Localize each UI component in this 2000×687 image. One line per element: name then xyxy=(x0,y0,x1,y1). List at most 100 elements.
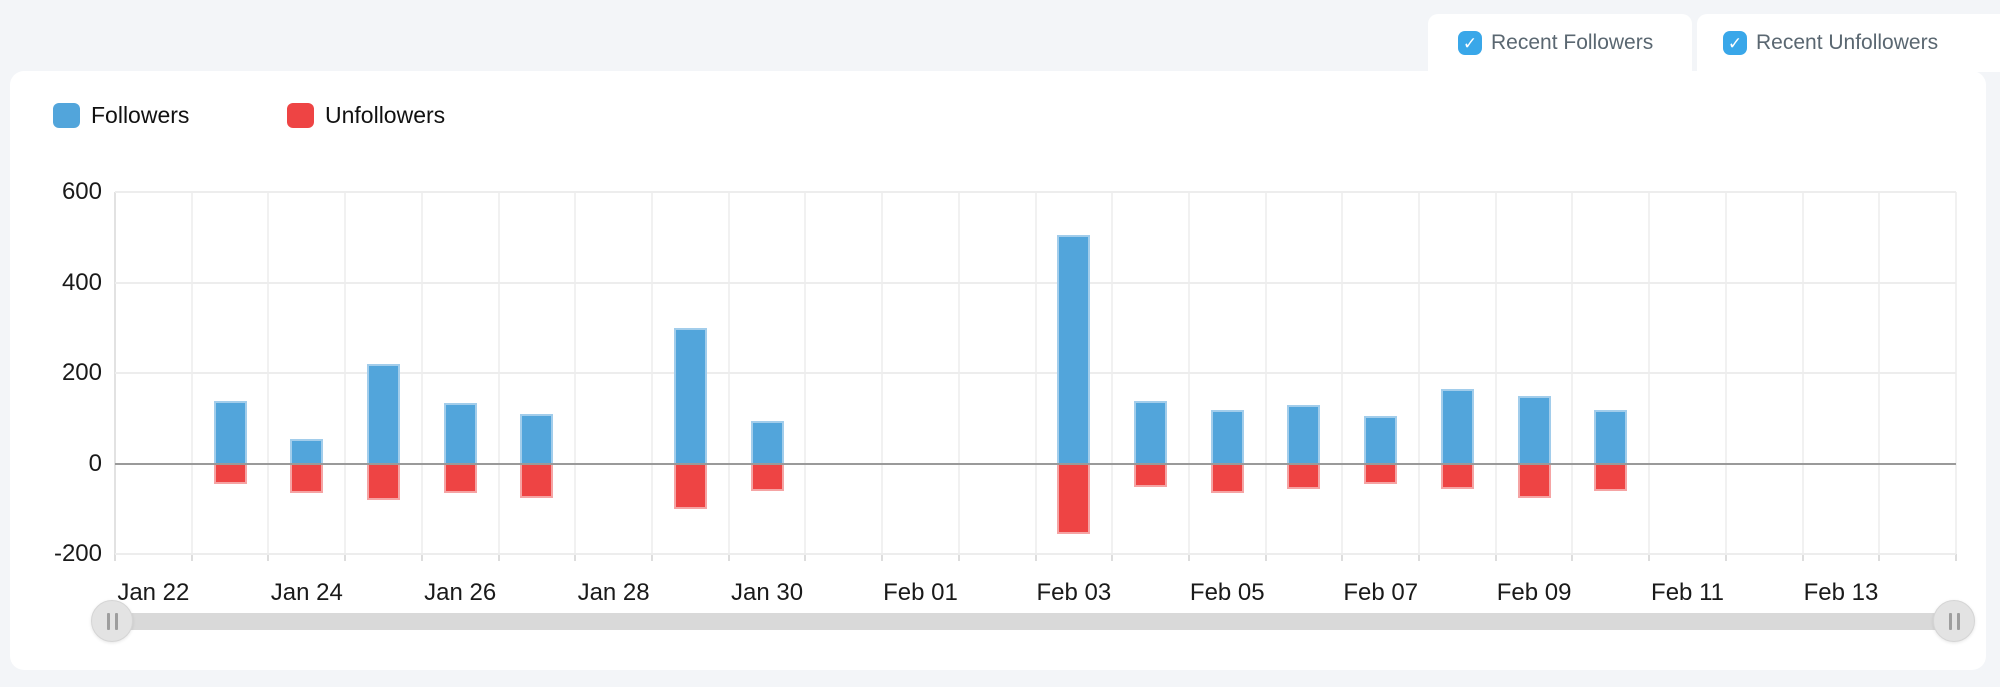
unfollowers-bar[interactable] xyxy=(1364,463,1398,484)
slider-handle-right[interactable] xyxy=(1933,600,1975,642)
y-axis-tick-label: 600 xyxy=(61,178,102,205)
unfollowers-bar[interactable] xyxy=(366,463,400,500)
x-axis-tickmark xyxy=(957,554,960,561)
x-axis-tick-label: Feb 03 xyxy=(1036,579,1112,606)
x-axis-tickmark xyxy=(1955,554,1957,561)
unfollowers-bar[interactable] xyxy=(443,463,477,493)
legend-item-followers: Followers xyxy=(53,102,189,129)
followers-bar[interactable] xyxy=(1440,388,1474,464)
slider-track[interactable] xyxy=(112,613,1954,630)
followers-bar[interactable] xyxy=(443,402,477,464)
unfollowers-legend-label: Unfollowers xyxy=(325,102,446,128)
x-axis-tickmark xyxy=(190,554,193,561)
x-axis-tick-label: Jan 30 xyxy=(730,579,804,606)
followers-bar[interactable] xyxy=(1517,395,1551,464)
followers-bar[interactable] xyxy=(366,363,400,464)
followers-legend-label: Followers xyxy=(91,102,190,128)
unfollowers-bar[interactable] xyxy=(290,463,324,493)
x-axis-tickmark xyxy=(1341,554,1344,561)
x-axis-tickmark xyxy=(420,554,423,561)
unfollowers-swatch-icon xyxy=(287,103,314,128)
x-axis-tickmark xyxy=(1801,554,1804,561)
recent-unfollowers-label: Recent Unfollowers xyxy=(1756,31,1939,54)
x-axis-tick-label: Feb 01 xyxy=(883,579,958,606)
x-axis-tickmark xyxy=(344,554,347,561)
checkmark-icon: ✓ xyxy=(1462,33,1478,53)
y-axis-tick-label: 0 xyxy=(88,449,102,477)
x-axis-tickmark xyxy=(804,554,807,561)
x-axis-tick-label: Feb 11 xyxy=(1651,579,1724,606)
x-axis-tickmark xyxy=(1878,554,1881,561)
followers-bar[interactable] xyxy=(750,420,784,464)
chart-card: Followers Unfollowers 600 400 200 0 -200 Jan … xyxy=(10,71,1986,670)
followers-bar[interactable] xyxy=(520,413,554,464)
unfollowers-bar[interactable] xyxy=(213,463,247,484)
grip-icon xyxy=(1956,612,1960,630)
x-axis-tickmark xyxy=(1648,554,1651,561)
x-axis-tickmark xyxy=(1418,554,1421,561)
x-axis-tick-label: Feb 07 xyxy=(1343,579,1419,606)
followers-swatch-icon xyxy=(53,103,80,128)
followers-bar[interactable] xyxy=(1364,415,1398,464)
x-axis-tickmark xyxy=(114,554,116,561)
horizontal-gridline xyxy=(115,281,1956,284)
followers-bar[interactable] xyxy=(213,400,247,464)
x-axis-tickmark xyxy=(650,554,653,561)
recent-followers-label: Recent Followers xyxy=(1491,31,1654,54)
recent-unfollowers-checkbox[interactable]: ✓ xyxy=(1723,31,1747,55)
x-axis-tickmark xyxy=(1264,554,1267,561)
checkmark-icon: ✓ xyxy=(1727,33,1743,53)
followers-bar[interactable] xyxy=(1287,404,1321,464)
x-axis-tickmark xyxy=(497,554,500,561)
x-axis-tickmark xyxy=(1034,554,1037,561)
followers-bar[interactable] xyxy=(673,327,707,464)
x-axis-tick-label: Jan 22 xyxy=(117,579,190,606)
unfollowers-bar[interactable] xyxy=(520,463,554,498)
x-axis-tickmark xyxy=(1724,554,1727,561)
followers-bar[interactable] xyxy=(290,438,324,464)
horizontal-gridline xyxy=(115,553,1956,555)
followers-bar[interactable] xyxy=(1057,234,1091,464)
x-axis-tickmark xyxy=(574,554,577,561)
unfollowers-bar[interactable] xyxy=(673,463,707,509)
unfollowers-bar[interactable] xyxy=(1517,463,1551,498)
vertical-gridline xyxy=(1955,192,1957,554)
legend-item-unfollowers: Unfollowers xyxy=(287,102,445,129)
unfollowers-bar[interactable] xyxy=(1057,463,1091,534)
grip-icon xyxy=(1948,612,1952,630)
horizontal-gridline xyxy=(115,372,1956,374)
followers-bar[interactable] xyxy=(1210,409,1244,464)
x-axis-tick-label: Feb 09 xyxy=(1496,579,1572,606)
x-axis-tickmark xyxy=(1187,554,1190,561)
x-axis-tick-label: Jan 24 xyxy=(270,579,343,606)
x-axis-tickmark xyxy=(1494,554,1497,561)
x-axis-tick-label: Jan 26 xyxy=(424,579,497,606)
recent-unfollowers-filter[interactable]: ✓ Recent Unfollowers xyxy=(1697,14,2000,72)
unfollowers-bar[interactable] xyxy=(1594,463,1628,491)
followers-bar[interactable] xyxy=(1134,400,1168,464)
x-axis-tick-label: Feb 05 xyxy=(1189,579,1265,606)
unfollowers-bar[interactable] xyxy=(1287,463,1321,489)
zero-baseline xyxy=(115,462,1956,465)
unfollowers-bar[interactable] xyxy=(750,463,784,491)
y-axis-tick-label: 200 xyxy=(61,359,102,386)
x-axis-tickmark xyxy=(267,554,270,561)
x-axis-tick-label: Feb 13 xyxy=(1803,579,1879,606)
unfollowers-bar[interactable] xyxy=(1210,463,1244,493)
x-axis-tickmark xyxy=(1571,554,1574,561)
followers-bar[interactable] xyxy=(1594,409,1628,464)
y-axis-tick-label: -200 xyxy=(53,540,102,567)
slider-handle-left[interactable] xyxy=(91,600,133,642)
grip-icon xyxy=(106,612,110,630)
y-axis-tick-label: 400 xyxy=(61,268,102,296)
recent-followers-filter[interactable]: ✓ Recent Followers xyxy=(1428,14,1692,72)
x-axis-tickmark xyxy=(881,554,884,561)
grip-icon xyxy=(114,612,118,630)
unfollowers-bar[interactable] xyxy=(1134,463,1168,487)
unfollowers-bar[interactable] xyxy=(1440,463,1474,489)
horizontal-gridline xyxy=(115,191,1956,193)
x-axis-tick-label: Jan 28 xyxy=(577,579,650,606)
x-axis-tickmark xyxy=(1111,554,1114,561)
recent-followers-checkbox[interactable]: ✓ xyxy=(1458,31,1482,55)
